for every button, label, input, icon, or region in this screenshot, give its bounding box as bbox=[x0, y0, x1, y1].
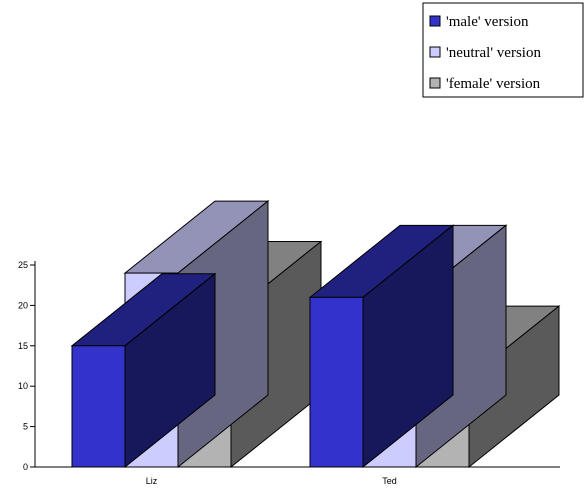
legend-label: 'female' version bbox=[446, 76, 541, 92]
y-tick-label: 5 bbox=[23, 422, 28, 432]
bar-front-face bbox=[71, 345, 126, 468]
x-axis: Liz Ted bbox=[35, 466, 560, 486]
legend-swatch bbox=[429, 15, 441, 27]
y-tick-label: 0 bbox=[23, 462, 28, 472]
y-tick-label: 15 bbox=[18, 341, 28, 351]
legend-swatch bbox=[429, 77, 441, 89]
y-tick-label: 10 bbox=[18, 381, 28, 391]
x-tick-label: Liz bbox=[146, 476, 158, 486]
legend-label: 'neutral' version bbox=[446, 45, 541, 61]
bar-front-face bbox=[309, 296, 364, 468]
legend-label: 'male' version bbox=[446, 14, 529, 30]
legend-box bbox=[422, 2, 584, 98]
bar-liz-0 bbox=[70, 272, 217, 469]
legend-swatch bbox=[429, 46, 441, 58]
bar-ted-0 bbox=[308, 224, 455, 469]
y-axis: 0 5 10 15 20 25 bbox=[18, 260, 36, 472]
y-tick-label: 25 bbox=[18, 260, 28, 270]
y-tick-label: 20 bbox=[18, 300, 28, 310]
legend: 'male' version 'neutral' version 'female' … bbox=[422, 2, 584, 98]
x-tick-label: Ted bbox=[382, 476, 397, 486]
bars bbox=[70, 200, 561, 469]
